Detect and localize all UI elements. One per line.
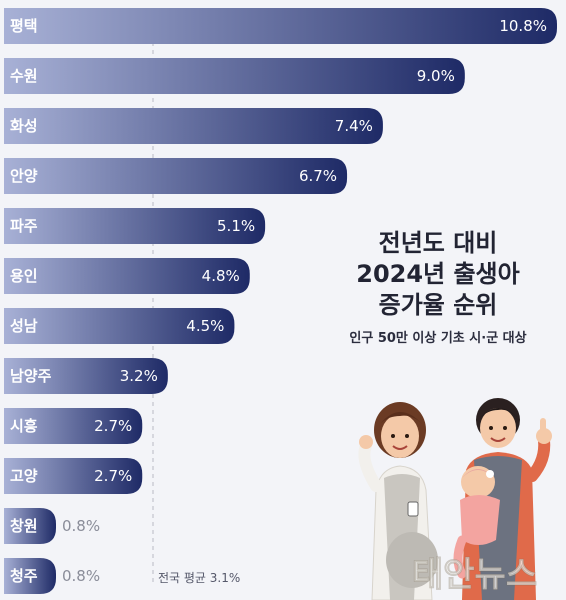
family-illustration: 태안뉴스 bbox=[358, 398, 552, 600]
bar-category-label-8: 시흥 bbox=[10, 417, 38, 435]
bar-0 bbox=[4, 8, 557, 44]
bar-category-label-1: 수원 bbox=[10, 67, 38, 85]
bar-value-label-8: 2.7% bbox=[94, 417, 132, 435]
bar-1 bbox=[4, 58, 465, 94]
bar-category-label-11: 청주 bbox=[10, 567, 38, 585]
bar-category-label-0: 평택 bbox=[10, 17, 38, 35]
bar-category-label-2: 화성 bbox=[10, 117, 38, 135]
chart-subtitle: 인구 50만 이상 기초 시·군 대상 bbox=[349, 331, 527, 346]
national-average-label: 전국 평균 3.1% bbox=[158, 571, 240, 585]
bar-category-label-9: 고양 bbox=[10, 467, 38, 485]
bar-value-label-7: 3.2% bbox=[120, 367, 158, 385]
bar-9 bbox=[4, 458, 143, 494]
bar-category-label-3: 안양 bbox=[10, 167, 38, 185]
bar-category-label-10: 창원 bbox=[10, 517, 38, 535]
bars-group: 평택 10.8% 수원 9.0% 화성 7.4% 안양 6.7% 파주 5.1% 용인 4.8% 성남 4… bbox=[4, 8, 557, 594]
bar-value-label-0: 10.8% bbox=[499, 17, 547, 35]
woman-figure bbox=[358, 402, 438, 600]
watermark: 태안뉴스 bbox=[412, 555, 537, 595]
bar-value-label-3: 6.7% bbox=[299, 167, 337, 185]
bar-10 bbox=[4, 508, 56, 544]
bar-category-label-5: 용인 bbox=[10, 267, 38, 285]
bar-value-label-2: 7.4% bbox=[335, 117, 373, 135]
bar-6 bbox=[4, 308, 235, 344]
bar-category-label-4: 파주 bbox=[10, 217, 38, 235]
bar-value-label-5: 4.8% bbox=[202, 267, 240, 285]
bar-value-label-4: 5.1% bbox=[217, 217, 255, 235]
title-line-3: 증가율 순위 bbox=[378, 291, 498, 319]
bar-value-label-1: 9.0% bbox=[417, 67, 455, 85]
bar-7 bbox=[4, 358, 168, 394]
bar-2 bbox=[4, 108, 383, 144]
bar-3 bbox=[4, 158, 348, 194]
title-line-2: 2024년 출생아 bbox=[356, 260, 520, 288]
baby-figure bbox=[453, 466, 500, 579]
bar-value-label-6: 4.5% bbox=[186, 317, 224, 335]
bar-value-label-11: 0.8% bbox=[62, 567, 100, 585]
bar-4 bbox=[4, 208, 266, 244]
title-line-1: 전년도 대비 bbox=[378, 229, 498, 257]
bar-value-label-10: 0.8% bbox=[62, 517, 100, 535]
chart-title: 전년도 대비 2024년 출생아 증가율 순위 인구 50만 이상 기초 시·군… bbox=[318, 228, 558, 346]
bar-category-label-7: 남양주 bbox=[10, 367, 52, 385]
bar-11 bbox=[4, 558, 56, 594]
bar-value-label-9: 2.7% bbox=[94, 467, 132, 485]
bar-category-label-6: 성남 bbox=[10, 317, 38, 335]
bar-8 bbox=[4, 408, 143, 444]
bar-5 bbox=[4, 258, 250, 294]
